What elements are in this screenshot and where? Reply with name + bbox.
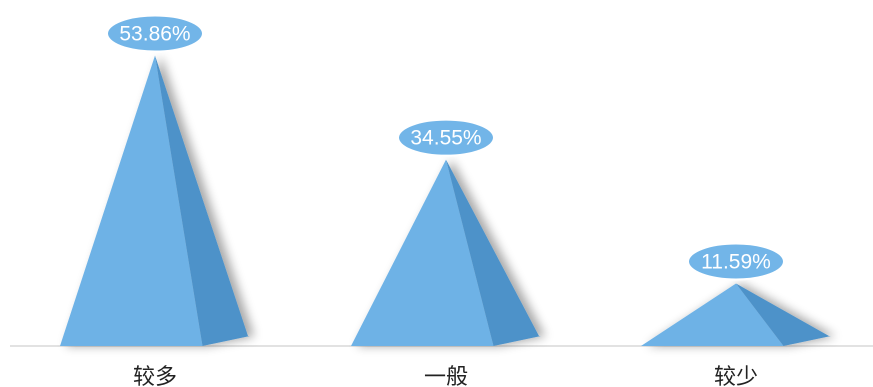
- value-label-text: 53.86%: [119, 23, 190, 46]
- value-labels: 53.86% 34.55% 11.59%: [106, 14, 785, 281]
- category-label-1: 一般: [424, 365, 468, 387]
- pyramid-side-face: [446, 159, 541, 346]
- pyramid-bar-1: [351, 159, 541, 346]
- value-label-text: 11.59%: [701, 250, 771, 273]
- category-label-2: 较少: [714, 365, 758, 387]
- value-label-2: 11.59%: [687, 242, 785, 281]
- pyramid-front-face: [351, 159, 494, 346]
- pyramid-series: [60, 55, 831, 347]
- value-label-bubble: [687, 242, 785, 281]
- value-label-bubble: [106, 14, 204, 53]
- category-labels: 较多 一般 较少: [133, 365, 758, 387]
- value-label-text: 34.55%: [410, 127, 481, 150]
- pyramid-bar-2: [641, 283, 831, 346]
- pyramid-front-face: [641, 283, 784, 346]
- value-label-1: 34.55%: [397, 118, 495, 157]
- pyramid-side-face: [736, 283, 831, 346]
- value-label-bubble: [397, 118, 495, 157]
- value-label-0: 53.86%: [106, 14, 204, 53]
- pyramid-bar-0: [60, 55, 250, 347]
- category-label-0: 较多: [133, 365, 177, 387]
- pyramid-side-face: [155, 55, 250, 347]
